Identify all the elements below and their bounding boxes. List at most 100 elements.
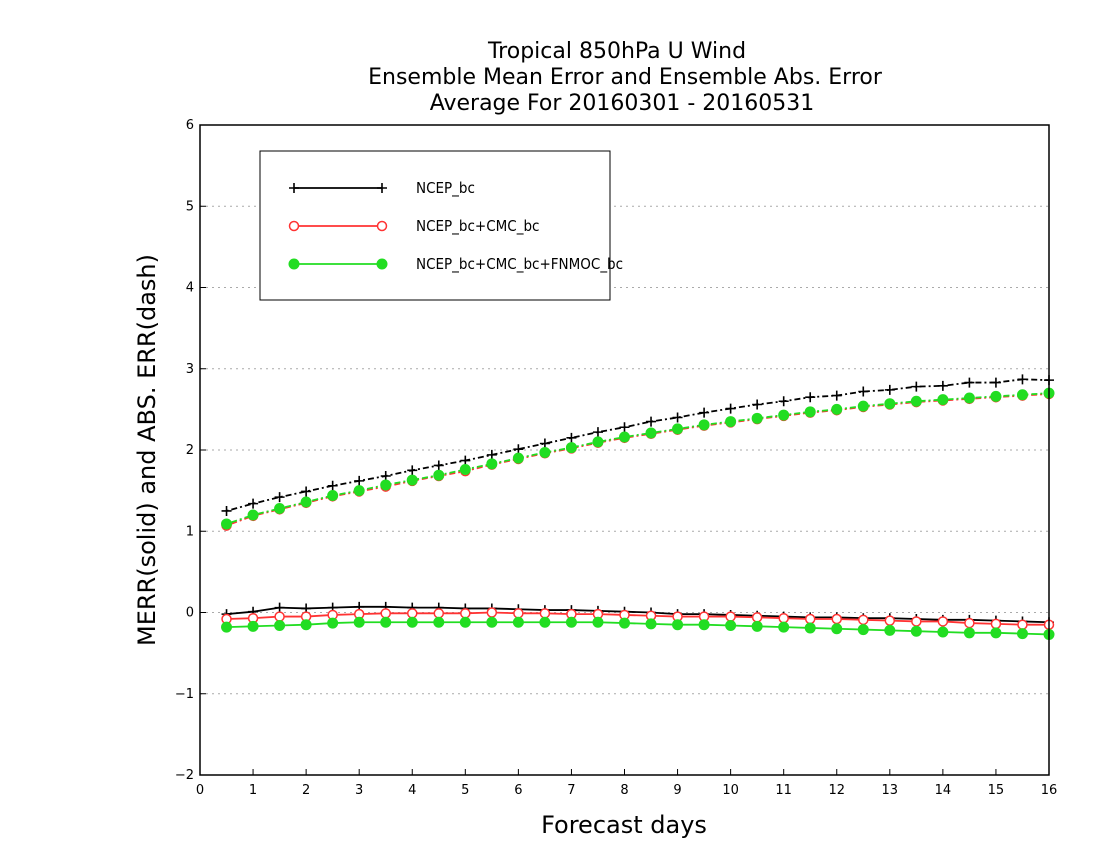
merr-point: [353, 616, 365, 628]
merr-point: [274, 620, 286, 631]
merr-point: [300, 619, 312, 631]
x-tick-label: 8: [620, 783, 628, 798]
legend-marker: [376, 258, 388, 270]
abs-err-point: [274, 503, 286, 514]
plot-frame: [199, 124, 1050, 776]
abs-err-point: [1017, 374, 1028, 385]
legend: NCEP_bc NCEP_bc+CMC_bc NCEP_bc+CMC_bc+FNMO…: [259, 150, 623, 301]
merr-point: [327, 617, 339, 629]
abs-err-point: [459, 464, 471, 475]
legend-marker: [289, 183, 299, 193]
merr-point: [459, 616, 471, 628]
abs-err-point: [911, 381, 922, 392]
abs-err-point: [698, 419, 710, 431]
x-tick-label: 1: [249, 783, 257, 798]
abs-err-point: [884, 398, 896, 410]
abs-err-point: [513, 444, 524, 455]
abs-err-point: [221, 518, 233, 530]
merr-point: [751, 620, 763, 632]
abs-err-point: [646, 416, 657, 427]
abs-err-point: [725, 403, 736, 414]
legend-label: NCEP_bc+CMC_bc: [416, 217, 539, 236]
merr-point: [672, 619, 684, 631]
abs-err-point: [406, 474, 418, 486]
abs-err-point: [539, 438, 550, 449]
abs-err-line: [226, 393, 1050, 527]
abs-err-point: [565, 442, 577, 454]
abs-err-line: [226, 378, 1050, 512]
merr-point: [486, 607, 498, 618]
abs-err-point: [592, 436, 604, 448]
abs-err-point: [407, 465, 418, 476]
merr-point: [407, 608, 418, 619]
title-line-3: Average For 20160301 - 20160531: [430, 91, 815, 116]
abs-err-point: [831, 390, 842, 401]
abs-err-point: [804, 406, 816, 418]
abs-err-point: [300, 496, 312, 508]
abs-err-point: [221, 505, 232, 516]
title-line-1: Tropical 850hPa U Wind: [487, 39, 746, 64]
y-axis-label: MERR(solid) and ABS. ERR(dash): [133, 254, 161, 646]
merr-point: [725, 620, 737, 631]
abs-err-point: [619, 422, 630, 433]
merr-point: [433, 616, 445, 628]
merr-point: [778, 612, 789, 624]
merr-point: [247, 620, 259, 632]
x-tick-label: 13: [882, 783, 899, 798]
merr-point: [804, 622, 816, 634]
series-NCEP_bc+CMC_bc: [221, 388, 1055, 630]
legend-marker: [376, 220, 388, 232]
abs-err-point: [884, 384, 895, 395]
abs-err-point: [486, 449, 497, 460]
abs-err-point: [778, 409, 790, 421]
abs-err-point: [699, 407, 710, 418]
abs-err-point: [354, 475, 365, 486]
abs-err-point: [910, 395, 922, 407]
merr-point: [565, 616, 577, 628]
abs-err-point: [858, 386, 869, 397]
abs-err-point: [937, 380, 948, 391]
legend-label: NCEP_bc+CMC_bc+FNMOC_bc: [416, 255, 623, 274]
merr-point: [486, 616, 498, 628]
merr-point: [858, 614, 869, 626]
y-tick-label: 0: [186, 606, 194, 621]
abs-err-point: [460, 455, 471, 466]
x-tick-label: 9: [673, 783, 681, 798]
abs-err-point: [274, 492, 285, 503]
merr-point: [433, 608, 445, 619]
y-tick-label: 6: [186, 118, 194, 133]
title-line-2: Ensemble Mean Error and Ensemble Abs. Er…: [368, 65, 883, 90]
merr-point: [539, 616, 551, 628]
x-axis-label: Forecast days: [541, 811, 707, 839]
abs-err-point: [645, 427, 657, 439]
series-NCEP_bc: [221, 374, 1054, 628]
abs-err-point: [380, 479, 392, 491]
abs-err-point: [433, 469, 445, 481]
y-tick-label: 1: [186, 524, 194, 539]
abs-err-point: [963, 392, 975, 404]
merr-point: [1016, 628, 1028, 640]
abs-err-point: [778, 396, 789, 407]
abs-err-point: [964, 377, 975, 388]
merr-point: [911, 616, 922, 627]
merr-point: [274, 611, 285, 622]
merr-point: [221, 621, 233, 633]
x-tick-label: 6: [514, 783, 522, 798]
series: [221, 374, 1055, 640]
merr-point: [592, 616, 604, 628]
merr-point: [804, 613, 816, 625]
abs-err-point: [433, 460, 444, 471]
abs-err-point: [937, 394, 949, 406]
merr-point: [513, 608, 524, 619]
abs-err-point: [512, 452, 524, 464]
merr-point: [380, 616, 392, 628]
merr-point: [698, 619, 710, 631]
merr-point: [460, 608, 471, 619]
abs-err-point: [380, 471, 391, 481]
y-tick-label: 5: [186, 199, 194, 214]
merr-point: [884, 624, 896, 636]
legend-item: NCEP_bc: [289, 179, 475, 198]
merr-point: [751, 612, 763, 623]
legend-marker: [288, 220, 300, 232]
